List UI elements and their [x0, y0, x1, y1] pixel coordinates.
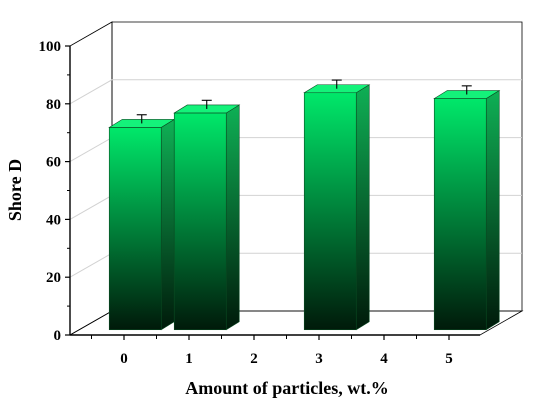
bar — [303, 79, 371, 331]
bar-front — [108, 127, 162, 331]
x-tick-label: 4 — [380, 351, 388, 367]
bar-side — [160, 118, 175, 331]
bars — [108, 79, 501, 331]
bar — [173, 99, 241, 331]
bar — [108, 114, 176, 331]
axes: 0 20 40 60 80 100 0 1 2 3 4 5 — [39, 39, 480, 367]
y-tick-label: 100 — [39, 39, 62, 55]
bar — [433, 85, 501, 331]
y-tick-label: 80 — [46, 97, 61, 113]
bar-front — [433, 98, 487, 331]
bar-front — [173, 112, 227, 331]
bar-side — [485, 89, 500, 331]
y-axis-title: Shore D — [5, 159, 25, 221]
bar-side — [355, 84, 370, 331]
x-tick-label: 5 — [445, 351, 453, 367]
y-tick-label: 20 — [46, 270, 61, 286]
x-tick-label: 0 — [120, 351, 128, 367]
y-tick-label: 60 — [46, 155, 61, 171]
x-axis-title: Amount of particles, wt.% — [185, 378, 388, 398]
x-tick-label: 2 — [250, 351, 258, 367]
bar-side — [225, 104, 240, 331]
y-tick-label: 0 — [54, 328, 62, 344]
side-wall — [69, 21, 113, 336]
bar-front — [303, 92, 357, 331]
gridline — [69, 79, 522, 105]
x-tick-label: 1 — [185, 351, 193, 367]
x-tick-label: 3 — [315, 351, 323, 367]
y-tick-label: 40 — [46, 212, 61, 228]
